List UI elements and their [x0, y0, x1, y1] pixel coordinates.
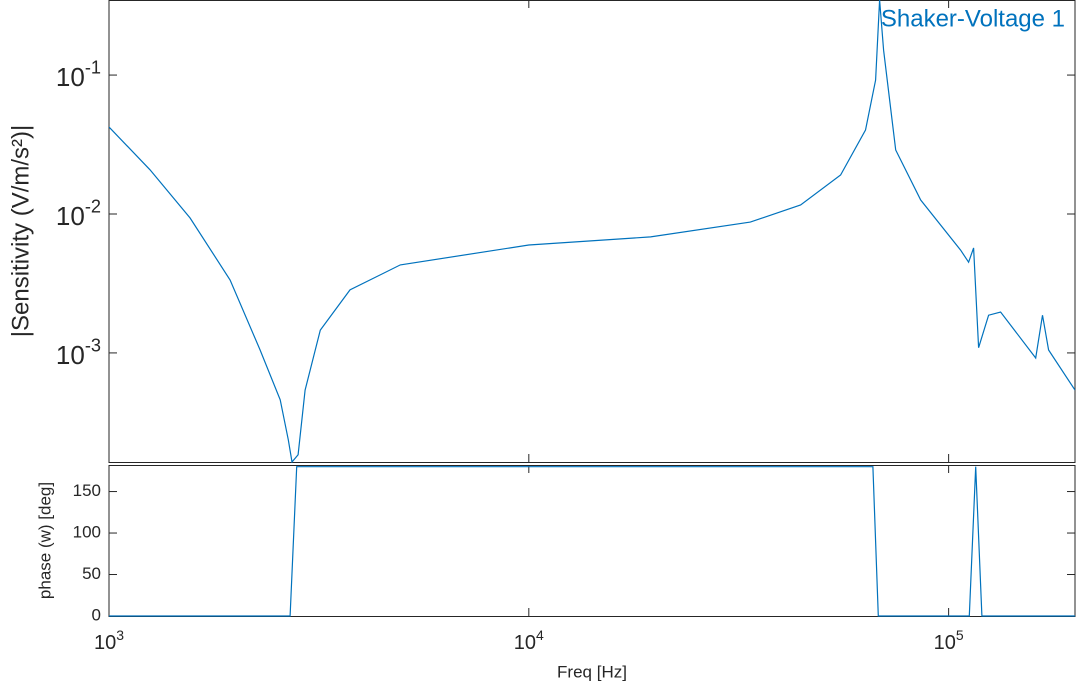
y-axis-label: phase (w) [deg]	[35, 482, 54, 599]
y-tick-label: 10-1	[56, 57, 101, 91]
y-axis-label: |Sensitivity (V/m/s²)|	[7, 125, 34, 337]
x-tick-label-exponent: 4	[536, 627, 544, 643]
y-tick-label-exponent: -2	[85, 196, 101, 216]
y-tick-label-exponent: -1	[85, 57, 101, 77]
x-tick-label: 105	[934, 627, 964, 655]
y-tick-label: 50	[82, 564, 101, 583]
y-tick-label: 10-3	[56, 335, 101, 369]
y-tick-label-base: 10	[56, 201, 85, 231]
y-tick-label-base: 10	[56, 62, 85, 92]
x-tick-label: 104	[514, 627, 544, 655]
x-tick-label-exponent: 5	[956, 627, 964, 643]
y-tick-label: 10-2	[56, 196, 101, 230]
x-axis-label: Freq [Hz]	[557, 662, 627, 681]
axes-box	[108, 465, 1076, 617]
x-tick-label-exponent: 3	[116, 627, 124, 643]
x-tick-label-base: 10	[94, 632, 116, 654]
y-tick-label-exponent: -3	[85, 335, 101, 355]
x-tick-label-base: 10	[514, 632, 536, 654]
y-tick-label: 150	[73, 481, 101, 500]
y-tick-label: 0	[92, 605, 101, 624]
y-tick-label-base: 10	[56, 340, 85, 370]
series-line	[109, 0, 1075, 463]
series-line	[109, 466, 1075, 617]
x-tick-label: 103	[94, 627, 124, 655]
y-tick-label: 100	[73, 523, 101, 542]
legend-label: Shaker-Voltage 1	[881, 5, 1065, 32]
axes-box	[108, 0, 1076, 463]
x-tick-label-base: 10	[934, 632, 956, 654]
